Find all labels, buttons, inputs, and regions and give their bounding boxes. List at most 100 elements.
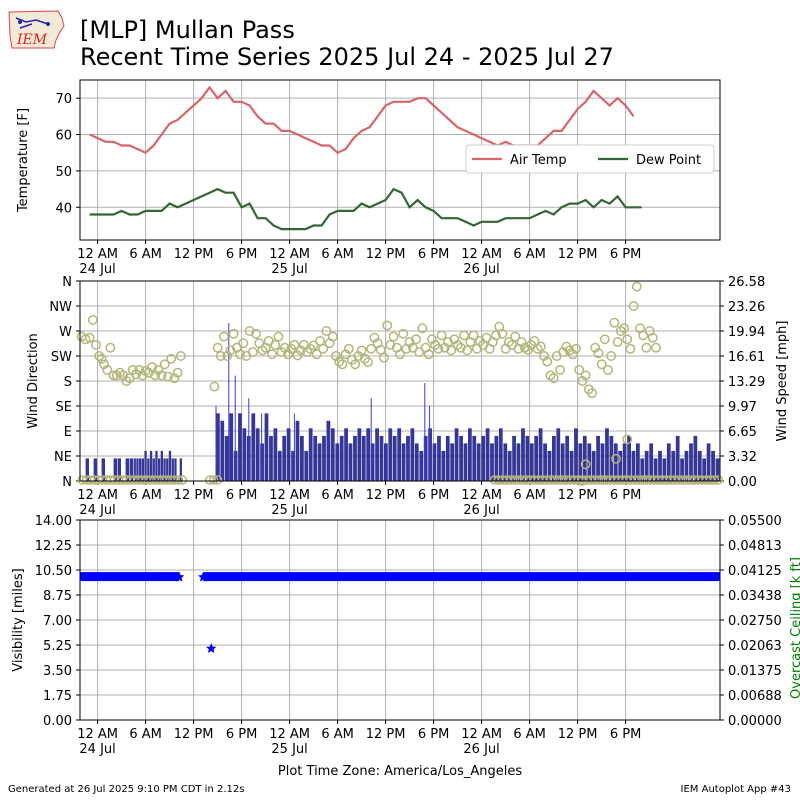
temp-x-tick-label: 12 AM bbox=[269, 247, 310, 262]
wind-direction-point bbox=[622, 434, 633, 445]
wind-speed-bar bbox=[273, 428, 278, 481]
wind-speed-bar bbox=[144, 450, 147, 481]
wind-direction-point bbox=[625, 343, 636, 354]
wind-y-tick-label: NE bbox=[54, 450, 72, 465]
wind-direction-point bbox=[580, 370, 591, 381]
wind-direction-point bbox=[340, 349, 351, 360]
wind-direction-point bbox=[427, 334, 437, 345]
temp-x-tick-label: 12 AM bbox=[461, 247, 502, 262]
temp-x-tick-label: 6 PM bbox=[610, 247, 641, 262]
wind-direction-point bbox=[395, 349, 405, 360]
wind-direction-point bbox=[115, 367, 125, 378]
wind-speed-bar bbox=[622, 443, 627, 481]
temp-x-tick-label: 6 PM bbox=[226, 247, 257, 262]
temp-x-tick-label: 12 PM bbox=[174, 247, 214, 262]
wind-direction-point bbox=[228, 328, 239, 339]
wind-direction-point bbox=[150, 370, 161, 381]
wind-speed-bar bbox=[684, 450, 689, 481]
wind-direction-point bbox=[516, 337, 527, 348]
wind-x-tick-label: 12 AM bbox=[269, 488, 310, 503]
wind-direction-point bbox=[593, 348, 604, 359]
wind-direction-point bbox=[577, 376, 588, 386]
wind-direction-point bbox=[510, 331, 521, 342]
wind-speed-bar bbox=[498, 428, 503, 481]
wind-direction-point bbox=[267, 349, 277, 360]
wind-direction-point bbox=[379, 352, 389, 363]
wind-direction-point bbox=[615, 326, 626, 336]
wind-y-tick-label: S bbox=[64, 375, 72, 390]
vis-y-tick-label: 1.75 bbox=[43, 689, 72, 704]
wind-x-tick-label: 6 AM bbox=[513, 488, 546, 503]
wind-direction-point bbox=[455, 342, 466, 353]
wind-speed-bar bbox=[251, 413, 256, 481]
wind-direction-point bbox=[350, 359, 361, 370]
wind-direction-point bbox=[321, 326, 332, 336]
temp-y-tick-label: 60 bbox=[55, 129, 72, 144]
wind-speed-bar bbox=[410, 428, 415, 481]
vis-x-tick-label: 12 AM bbox=[461, 727, 502, 742]
wind-speed-bar bbox=[366, 428, 371, 481]
wind-speed-bar bbox=[149, 450, 153, 481]
wind-speed-bar bbox=[560, 443, 565, 481]
temp-x-tick-label: 12 AM bbox=[77, 247, 118, 262]
wind-direction-point bbox=[609, 317, 620, 328]
wind-direction-point bbox=[84, 332, 95, 343]
wind-speed-bar bbox=[163, 458, 166, 481]
wind-y2-tick-label: 19.94 bbox=[728, 325, 765, 340]
vis-y-axis-label: Visibility [miles] bbox=[11, 568, 26, 671]
wind-speed-bar bbox=[322, 435, 326, 481]
wind-direction-point bbox=[542, 356, 553, 367]
wind-speed-bar bbox=[636, 443, 640, 481]
wind-speed-bar bbox=[525, 435, 530, 481]
wind-direction-point bbox=[159, 359, 170, 370]
wind-speed-bar bbox=[392, 435, 397, 481]
wind-speed-bar bbox=[556, 428, 561, 481]
wind-speed-bar bbox=[220, 420, 225, 481]
wind-direction-point bbox=[545, 370, 556, 381]
wind-direction-point bbox=[244, 326, 255, 336]
wind-direction-point bbox=[121, 376, 132, 386]
temp-x-tick-label: 6 AM bbox=[513, 247, 546, 262]
wind-direction-point bbox=[153, 364, 164, 375]
wind-direction-point bbox=[567, 349, 578, 360]
wind-speed-bar bbox=[93, 458, 97, 481]
wind-direction-point bbox=[363, 357, 373, 368]
wind-speed-bar bbox=[216, 413, 220, 481]
wind-direction-point bbox=[443, 337, 453, 348]
wind-x-tick-label: 6 PM bbox=[418, 488, 449, 503]
wind-speed-bar bbox=[370, 443, 375, 481]
wind-x-tick-label: 12 AM bbox=[77, 488, 118, 503]
wind-speed-bar bbox=[459, 435, 463, 481]
wind-direction-point bbox=[599, 334, 610, 345]
wind-speed-bar bbox=[166, 458, 169, 481]
wind-speed-bar bbox=[671, 450, 676, 481]
wind-speed-bar bbox=[326, 420, 331, 481]
wind-direction-point bbox=[459, 330, 469, 341]
wind-speed-bar bbox=[605, 428, 609, 481]
wind-speed-bar bbox=[147, 458, 150, 481]
date-range-title: Recent Time Series 2025 Jul 24 - 2025 Ju… bbox=[80, 43, 614, 71]
wind-direction-point bbox=[385, 339, 396, 350]
visibility-point bbox=[174, 571, 185, 582]
wind-speed-bar bbox=[419, 450, 424, 481]
wind-speed-bar bbox=[242, 428, 247, 481]
wind-speed-bar bbox=[596, 435, 600, 481]
wind-direction-calm-point bbox=[177, 475, 188, 485]
wind-speed-bar bbox=[406, 435, 410, 481]
vis-y2-tick-label: 0.01375 bbox=[728, 664, 782, 679]
wind-direction-point bbox=[398, 328, 409, 339]
wind-speed-bar bbox=[494, 435, 499, 481]
wind-direction-point bbox=[212, 342, 223, 353]
wind-speed-bar bbox=[543, 443, 547, 481]
wind-direction-point bbox=[337, 359, 348, 370]
wind-speed-bar bbox=[613, 443, 618, 481]
wind-y2-tick-label: 16.61 bbox=[728, 350, 765, 365]
vis-y-tick-label: 8.75 bbox=[43, 589, 72, 604]
wind-x-date-label: 26 Jul bbox=[463, 503, 499, 518]
wind-speed-bar bbox=[160, 450, 163, 481]
wind-direction-point bbox=[587, 388, 597, 399]
vis-x-tick-label: 6 AM bbox=[129, 727, 162, 742]
wind-y-tick-label: SW bbox=[51, 350, 72, 365]
wind-speed-bar bbox=[171, 458, 174, 481]
